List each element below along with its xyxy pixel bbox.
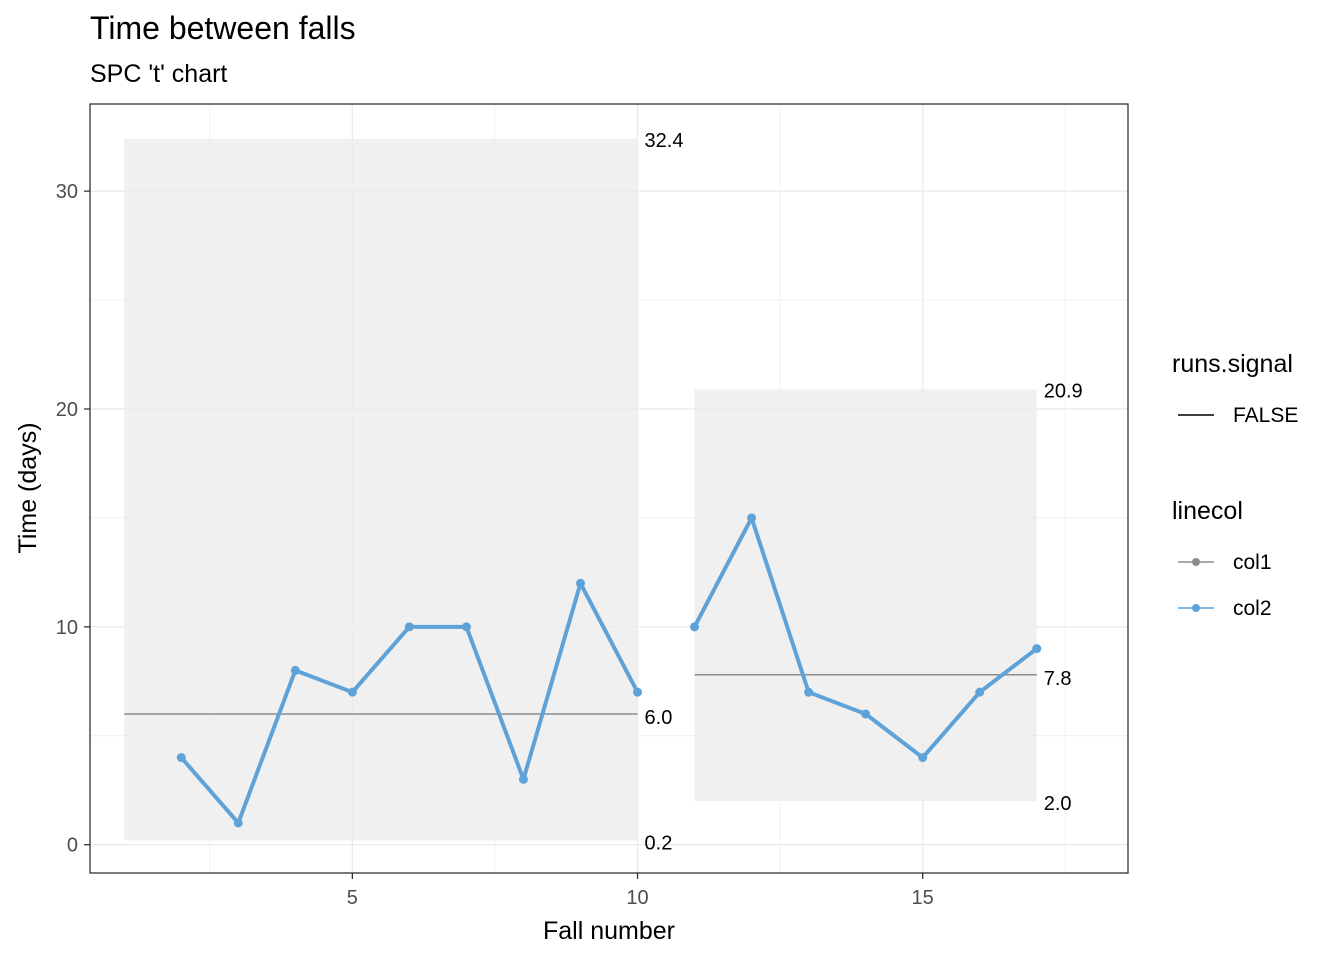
data-point [176, 753, 186, 763]
y-tick-label: 30 [56, 181, 78, 203]
data-point [290, 665, 300, 675]
y-tick-label: 0 [67, 835, 78, 857]
center-line-label: 6.0 [645, 707, 673, 729]
legend-key-point-col2 [1192, 604, 1200, 612]
data-point [747, 513, 757, 523]
y-axis-title: Time (days) [14, 422, 42, 553]
center-line-label: 7.8 [1044, 668, 1072, 690]
limit-band-1 [124, 138, 638, 841]
lower-limit-label: 0.2 [645, 832, 673, 854]
limit-bands [124, 138, 1037, 841]
axes: 5 10 15 0 10 20 30 [56, 181, 934, 909]
upper-limit-label: 32.4 [645, 130, 684, 152]
data-point [461, 622, 471, 632]
data-series [176, 513, 1042, 828]
data-point [233, 818, 243, 828]
y-tick-label: 20 [56, 399, 78, 421]
data-point [347, 687, 357, 697]
x-tick-label: 5 [347, 887, 358, 909]
data-point [633, 687, 643, 697]
x-axis-title: Fall number [543, 917, 675, 945]
data-point [518, 774, 528, 784]
legend-title-linecol: linecol [1172, 497, 1243, 525]
data-point [575, 578, 585, 588]
data-point [975, 687, 985, 697]
data-point [690, 622, 700, 632]
legend-label-col1: col1 [1233, 551, 1272, 574]
limit-labels: 32.4 6.0 0.2 20.9 7.8 2.0 [645, 130, 1083, 854]
y-tick-label: 10 [56, 617, 78, 639]
limit-band-2 [694, 389, 1037, 802]
legend-label-col2: col2 [1233, 597, 1272, 620]
x-tick-label: 10 [626, 887, 648, 909]
data-point [918, 753, 928, 763]
x-tick-label: 15 [912, 887, 934, 909]
legend-title-runs-signal: runs.signal [1172, 350, 1293, 378]
legend-label-false: FALSE [1233, 404, 1299, 427]
chart-title: Time between falls [90, 10, 356, 46]
upper-limit-label: 20.9 [1044, 380, 1083, 402]
center-lines [124, 674, 1037, 715]
legend-keys [1178, 414, 1214, 612]
legend-key-point-col1 [1192, 558, 1200, 566]
chart-subtitle: SPC 't' chart [90, 60, 228, 88]
panel-border [89, 103, 1129, 874]
grid-lines [90, 104, 1128, 873]
data-point [804, 687, 814, 697]
data-point [404, 622, 414, 632]
lower-limit-label: 2.0 [1044, 793, 1072, 815]
data-point [1032, 644, 1042, 654]
data-point [861, 709, 871, 719]
